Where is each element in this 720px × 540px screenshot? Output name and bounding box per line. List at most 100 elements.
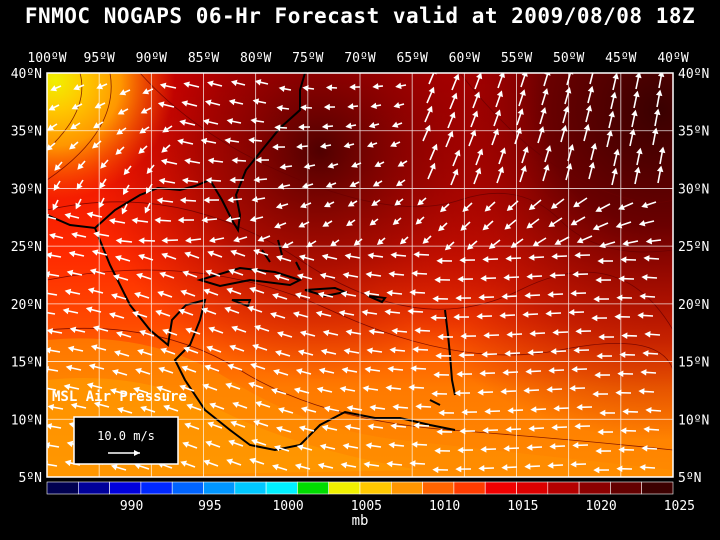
wind-arrow-head [346, 220, 353, 227]
wind-arrow-head [344, 424, 352, 431]
wind-arrow-head [371, 199, 378, 207]
longitude-label: 85ºW [188, 51, 219, 66]
wind-arrow-head [411, 270, 418, 277]
wind-arrow-head [202, 118, 210, 126]
wind-arrow-head [93, 401, 101, 408]
wind-arrow-head [592, 390, 599, 398]
colorbar-swatch [547, 481, 580, 495]
wind-arrow-head [139, 127, 147, 134]
wind-arrow-head [658, 146, 666, 154]
wind-arrow-head [47, 347, 52, 354]
wind-arrow-head [415, 403, 422, 410]
wind-arrow-head [71, 231, 78, 239]
wind-arrow-head [347, 103, 354, 110]
wind-arrow-head [321, 253, 329, 261]
wind-arrow-head [184, 251, 192, 258]
wind-arrow-head [482, 256, 489, 263]
wind-arrow-head [524, 463, 531, 470]
wind-arrow-head [367, 252, 374, 259]
wind-arrow-head [92, 142, 99, 149]
wind-arrow-head [506, 331, 513, 338]
wind-arrow-head [319, 272, 327, 280]
wind-arrow-head [203, 459, 211, 466]
wind-arrow-head [206, 345, 214, 352]
wind-arrow-head [144, 206, 151, 214]
wind-arrow-head [388, 270, 395, 278]
colorbar-swatch [265, 481, 298, 495]
wind-arrow-head [477, 389, 484, 396]
wind-arrow [566, 73, 572, 86]
wind-arrow-head [438, 224, 445, 232]
wind-arrow-head [554, 239, 562, 245]
latitude-label: 20ºN [11, 298, 42, 313]
wind-arrow-head [77, 163, 84, 170]
wind-arrow-head [608, 110, 615, 118]
wind-arrow-head [50, 85, 58, 92]
wind-arrow-head [66, 269, 74, 277]
wind-arrow-head [415, 218, 423, 225]
wind-arrow-head [227, 196, 234, 204]
wind-arrow-head [253, 248, 260, 256]
wind-arrow-head [386, 460, 393, 468]
wind-arrow-head [161, 146, 168, 153]
wind-arrow-head [370, 102, 377, 110]
wind-arrow-head [447, 130, 454, 138]
wind-arrow-head [255, 156, 262, 164]
wind-arrow-head [365, 442, 372, 449]
wind-arrow-head [459, 427, 466, 435]
wind-arrow-head [549, 443, 556, 450]
wind-arrow-head [70, 402, 78, 410]
wind-arrow-head [591, 314, 598, 322]
wind-arrow-head [478, 294, 485, 301]
wind-arrow-head [432, 295, 439, 303]
wind-arrow-head [327, 162, 335, 169]
wind-arrow-head [522, 311, 529, 318]
wind-arrow-head [344, 253, 352, 260]
wind-arrow-head [599, 409, 606, 417]
wind-arrow-head [294, 463, 302, 470]
wind-arrow-head [430, 314, 437, 322]
wind-arrow-head [138, 237, 145, 244]
wind-arrow-head [251, 438, 258, 446]
wind-arrow-head [300, 406, 308, 413]
wind-arrow-head [618, 446, 625, 453]
wind-arrow-head [424, 124, 431, 132]
wind-arrow-head [112, 274, 120, 281]
wind-arrow-head [298, 123, 305, 131]
wind-arrow-head [251, 267, 258, 275]
colorbar-swatch [516, 481, 549, 495]
wind-arrow-head [271, 388, 278, 395]
wind-arrow-head [205, 177, 212, 184]
wind-arrow-head [343, 142, 351, 149]
wind-arrow-head [132, 310, 139, 318]
wind-arrow-head [98, 201, 105, 209]
wind-arrow-head [390, 141, 397, 147]
wind-arrow-head [293, 387, 301, 394]
wind-arrow-head [501, 293, 508, 300]
wind-arrow-head [302, 85, 309, 92]
wind-arrow-head [230, 249, 237, 256]
wind-arrow-head [437, 333, 444, 341]
wind-arrow-head [296, 143, 303, 150]
wind-arrow-head [108, 217, 116, 225]
wind-arrow-head [182, 441, 190, 448]
wind-arrow-head [435, 352, 442, 360]
wind-arrow-head [566, 162, 573, 170]
wind-arrow-head [599, 241, 606, 249]
wind-arrow-head [115, 237, 122, 245]
longitude-label: 80ºW [240, 51, 271, 66]
wind-arrow-head [615, 389, 622, 397]
wind-arrow-head [621, 332, 628, 339]
wind-arrow-head [69, 326, 77, 334]
wind-arrow-head [89, 268, 97, 275]
wind-arrow-head [545, 310, 552, 317]
wind-arrow-head [570, 219, 578, 226]
colorbar-swatch [359, 481, 392, 495]
wind-arrow-head [572, 442, 579, 449]
wind-arrow-head [138, 253, 145, 261]
wind-arrow-head [561, 125, 568, 132]
wind-arrow-head [384, 308, 391, 316]
wind-arrow-head [458, 351, 465, 359]
longitude-label: 90ºW [136, 51, 167, 66]
wind-arrow-head [476, 73, 483, 80]
